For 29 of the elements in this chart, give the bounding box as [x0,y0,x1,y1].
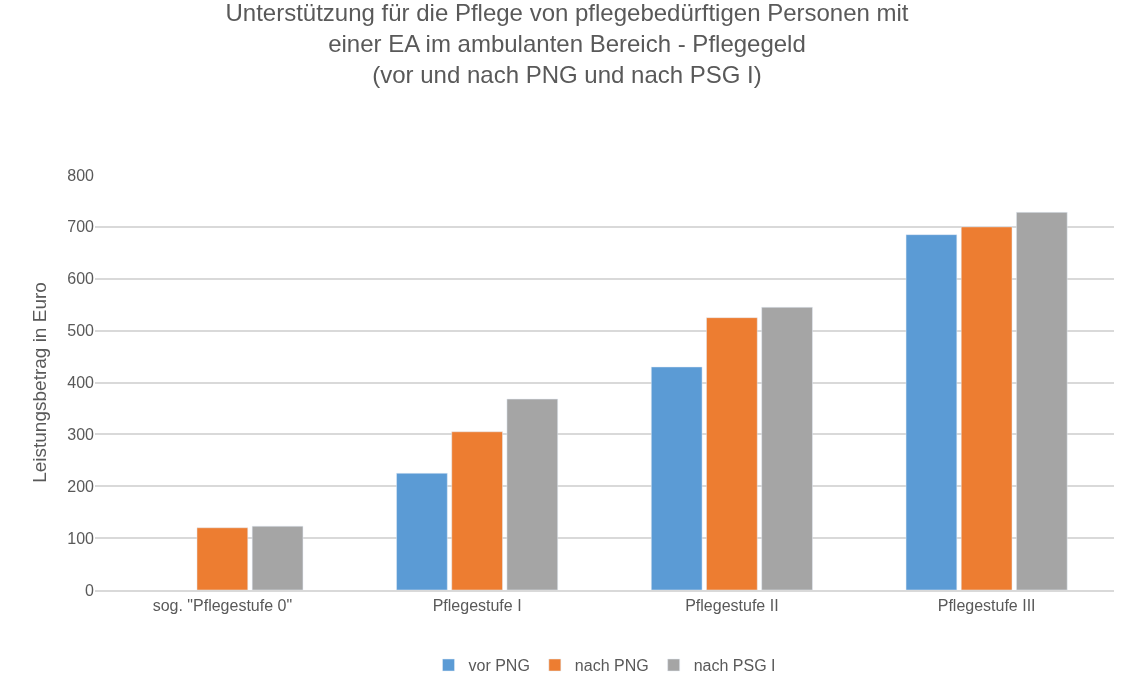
bar [761,307,813,590]
legend-label: vor PNG [468,657,530,675]
bar [651,366,703,590]
y-tick-label: 200 [67,477,95,495]
y-tick-label: 100 [67,529,95,547]
y-tick-label: 0 [85,581,95,599]
y-tick-label: 500 [67,322,95,340]
bar [451,431,503,590]
bar [251,525,304,590]
legend-label: nach PSG I [693,657,776,675]
x-tick-label: Pflegestufe I [432,596,522,614]
y-tick-label: 700 [67,218,95,236]
chart-title: Unterstützung für die Pflege von pflegebedürftigen Personen mit einer EA im ambulanten Bereich - Pflegegeld (vor und nach PNG und nach PSG I) [225,0,909,89]
y-tick-label: 800 [67,166,95,184]
bar [396,473,448,590]
y-axis-title: Leistungsbetrag in Euro [29,282,51,483]
bar [196,527,249,590]
bar [1016,212,1068,590]
legend-label: nach PNG [574,657,649,675]
y-tick-label: 300 [67,425,95,443]
x-tick-label: sog. "Pflegestufe 0" [152,596,293,614]
x-tick-label: Pflegestufe II [685,596,779,614]
bar [960,226,1013,590]
bar [905,234,958,590]
bar [506,398,558,590]
y-tick-label: 400 [67,374,95,392]
bar [706,317,758,590]
x-tick-label: Pflegestufe III [937,596,1036,614]
y-tick-label: 600 [67,270,95,288]
